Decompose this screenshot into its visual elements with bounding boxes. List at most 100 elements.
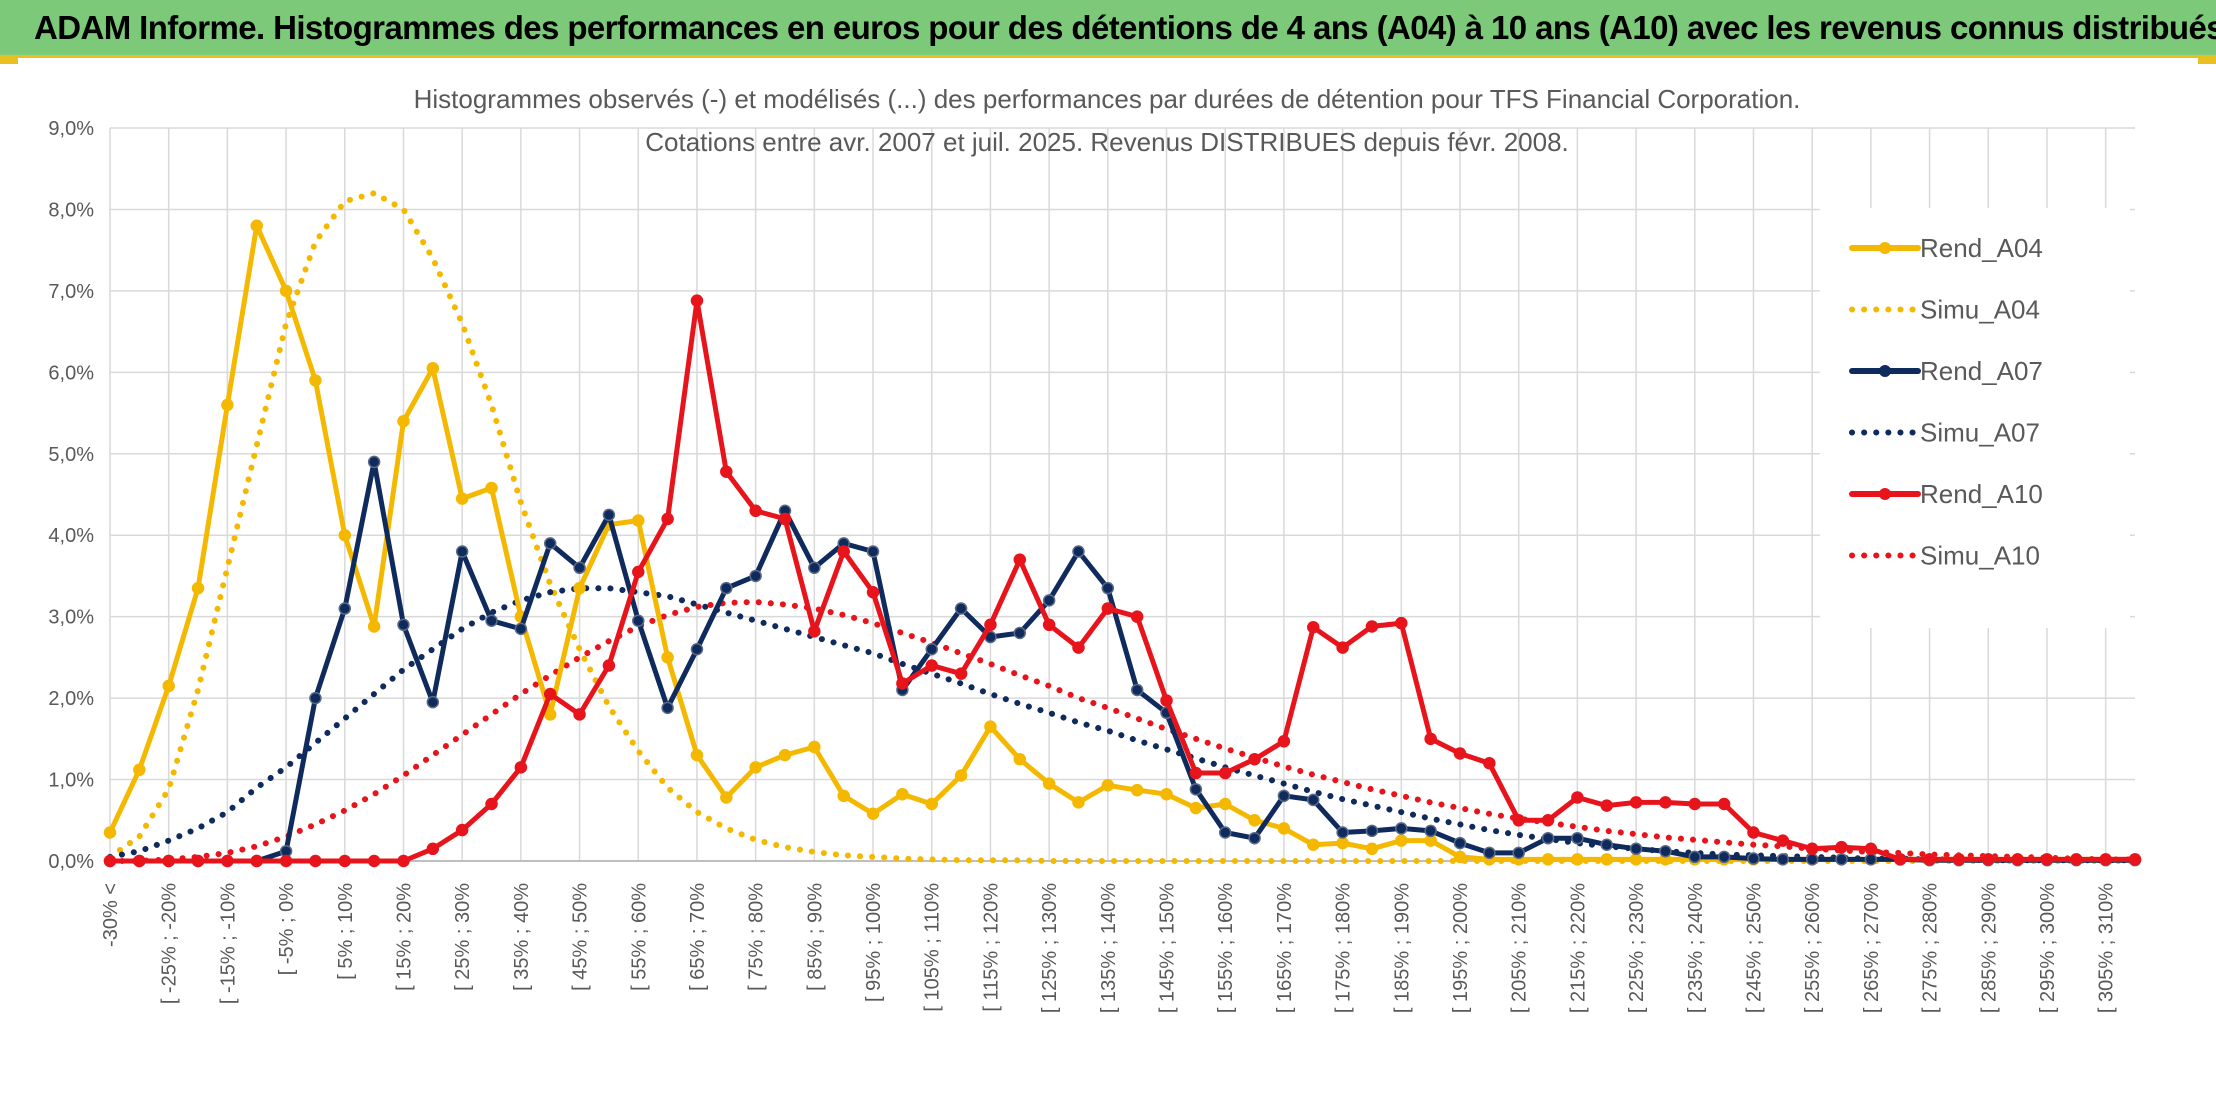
point-rend-a07 bbox=[1277, 789, 1291, 803]
point-rend-a10 bbox=[1629, 796, 1643, 809]
point-rend-a10 bbox=[1717, 797, 1731, 811]
x-tick-label: [ 235% ; 240% bbox=[1685, 883, 1707, 1013]
point-rend-a10 bbox=[1395, 616, 1408, 630]
point-rend-a04 bbox=[808, 740, 821, 754]
point-rend-a07 bbox=[954, 602, 968, 615]
point-rend-a10 bbox=[1483, 757, 1496, 770]
point-rend-a04 bbox=[749, 761, 762, 774]
point-rend-a10 bbox=[250, 854, 263, 868]
point-rend-a04 bbox=[103, 826, 117, 839]
point-rend-a07 bbox=[1541, 831, 1555, 845]
point-rend-a10 bbox=[162, 854, 175, 868]
x-tick-label: [ 45% ; 50% bbox=[570, 883, 592, 991]
point-rend-a10 bbox=[1776, 834, 1790, 847]
x-tick-label: [ 255% ; 260% bbox=[1802, 883, 1824, 1013]
point-rend-a04 bbox=[690, 748, 704, 762]
point-rend-a07 bbox=[1248, 831, 1261, 845]
point-rend-a10 bbox=[1512, 814, 1525, 827]
chart-title: Histogrammes observés (-) et modélisés (… bbox=[414, 84, 1801, 114]
grid-layer bbox=[109, 127, 2135, 862]
point-rend-a10 bbox=[866, 585, 880, 599]
point-rend-a04 bbox=[1130, 783, 1144, 797]
point-rend-a10 bbox=[1541, 814, 1555, 827]
point-rend-a10 bbox=[1365, 620, 1379, 633]
point-rend-a10 bbox=[896, 677, 909, 690]
point-rend-a10 bbox=[1893, 853, 1907, 866]
point-rend-a07 bbox=[485, 614, 498, 627]
x-tick-label: [ 195% ; 200% bbox=[1450, 883, 1472, 1013]
point-rend-a04 bbox=[1600, 853, 1613, 866]
point-rend-a10 bbox=[103, 854, 117, 868]
point-rend-a07 bbox=[808, 561, 821, 575]
x-tick-label: [ 65% ; 70% bbox=[687, 883, 709, 991]
series-line-rend-a07 bbox=[107, 459, 2138, 864]
point-rend-a10 bbox=[1424, 732, 1437, 746]
x-tick-label: [ 55% ; 60% bbox=[628, 883, 650, 991]
chart-frame: 0,0% 1,0% 2,0% 3,0% 4,0% 5,0% 6,0% 7,0% 8,0% 9,0%… bbox=[0, 58, 2216, 1102]
point-rend-a10 bbox=[1952, 853, 1966, 866]
frame-corner-left bbox=[0, 58, 18, 64]
point-rend-a10 bbox=[1248, 752, 1261, 766]
point-rend-a04 bbox=[1101, 779, 1115, 792]
x-tick-label: [ 5% ; 10% bbox=[335, 883, 357, 980]
point-rend-a10 bbox=[309, 854, 322, 868]
point-rend-a10 bbox=[602, 659, 616, 672]
point-rend-a10 bbox=[2128, 853, 2142, 866]
x-tick-label: [ 15% ; 20% bbox=[393, 883, 415, 991]
x-tick-label: [ 285% ; 290% bbox=[1978, 883, 2000, 1013]
point-rend-a04 bbox=[1307, 838, 1320, 851]
point-rend-a04 bbox=[632, 514, 645, 527]
x-tick-label: [ -25% ; -20% bbox=[159, 883, 181, 1004]
point-rend-a10 bbox=[426, 842, 440, 856]
point-rend-a07 bbox=[367, 455, 381, 469]
point-rend-a07 bbox=[1189, 783, 1203, 796]
point-rend-a07 bbox=[925, 642, 938, 656]
point-rend-a10 bbox=[221, 854, 234, 868]
x-tick-label: [ 105% ; 110% bbox=[922, 883, 944, 1012]
point-rend-a07 bbox=[1336, 826, 1349, 839]
y-tick-label: 9,0% bbox=[48, 118, 94, 140]
y-tick-label: 4,0% bbox=[48, 525, 94, 547]
point-rend-a04 bbox=[426, 362, 440, 375]
point-rend-a04 bbox=[1629, 853, 1643, 866]
point-rend-a07 bbox=[1453, 836, 1467, 850]
point-rend-a07 bbox=[1218, 826, 1232, 839]
point-rend-a07 bbox=[1717, 850, 1731, 864]
x-tick-label: [ -15% ; -10% bbox=[217, 883, 239, 1004]
legend-marker bbox=[1879, 365, 1891, 377]
point-rend-a10 bbox=[514, 761, 528, 774]
point-rend-a07 bbox=[573, 561, 586, 575]
x-tick-label: [ 205% ; 210% bbox=[1509, 883, 1531, 1013]
x-tick-label: [ 155% ; 160% bbox=[1215, 883, 1237, 1013]
point-rend-a10 bbox=[661, 512, 674, 526]
x-tick-label: [ 85% ; 90% bbox=[804, 883, 826, 991]
point-rend-a07 bbox=[690, 642, 704, 656]
x-tick-label: [ 295% ; 300% bbox=[2037, 883, 2059, 1013]
legend-box bbox=[1820, 208, 2130, 628]
legend-marker bbox=[1879, 488, 1891, 500]
point-rend-a04 bbox=[778, 748, 792, 762]
point-rend-a07 bbox=[1688, 850, 1702, 864]
point-rend-a07 bbox=[1072, 545, 1085, 558]
point-rend-a07 bbox=[1042, 594, 1056, 607]
legend-label-simu-a10: Simu_A10 bbox=[1920, 541, 2040, 571]
point-rend-a07 bbox=[1659, 844, 1672, 858]
x-tick-label: [ 35% ; 40% bbox=[511, 883, 533, 991]
chart-subtitle: Cotations entre avr. 2007 et juil. 2025.… bbox=[645, 127, 1569, 157]
point-rend-a10 bbox=[485, 797, 498, 811]
point-rend-a10 bbox=[573, 708, 586, 721]
point-rend-a04 bbox=[1042, 777, 1056, 790]
point-rend-a10 bbox=[1277, 735, 1291, 748]
point-rend-a04 bbox=[573, 581, 586, 595]
point-rend-a10 bbox=[2099, 853, 2112, 866]
y-tick-label: 0,0% bbox=[48, 851, 94, 873]
point-rend-a04 bbox=[1072, 796, 1085, 809]
point-rend-a10 bbox=[1600, 799, 1613, 812]
point-rend-a10 bbox=[1864, 842, 1878, 856]
frame-corner-right bbox=[2198, 58, 2216, 64]
x-tick-label: -30% < bbox=[100, 883, 122, 947]
point-rend-a10 bbox=[1307, 621, 1320, 634]
point-rend-a10 bbox=[2070, 853, 2083, 866]
point-rend-a07 bbox=[1101, 581, 1115, 595]
point-rend-a04 bbox=[338, 528, 352, 542]
